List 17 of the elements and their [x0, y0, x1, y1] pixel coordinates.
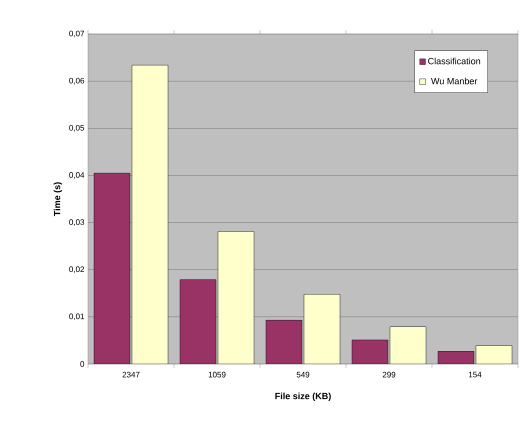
y-tick-label: 0,01	[69, 314, 84, 320]
x-tick-label: 549	[296, 372, 310, 378]
y-tick-label: 0,05	[69, 124, 84, 132]
legend-label: Classification	[428, 58, 480, 64]
y-tick-label: 0	[80, 361, 84, 367]
y-tick-label: 0,03	[69, 219, 84, 226]
legend-label: Wu Manber	[431, 78, 478, 84]
x-tick-label: 2347	[122, 372, 140, 378]
y-axis-title: Time (s)	[54, 182, 62, 216]
y-tick-label: 0,02	[69, 266, 84, 274]
y-tick-label: 0,04	[69, 172, 84, 179]
x-tick-label: 299	[382, 372, 396, 378]
y-tick-label: 0,06	[69, 78, 84, 84]
x-axis-title: File size (KB)	[275, 392, 331, 401]
y-tick-label: 0,07	[69, 30, 84, 38]
x-tick-label: 1059	[208, 372, 226, 378]
x-tick-label: 154	[468, 372, 482, 378]
